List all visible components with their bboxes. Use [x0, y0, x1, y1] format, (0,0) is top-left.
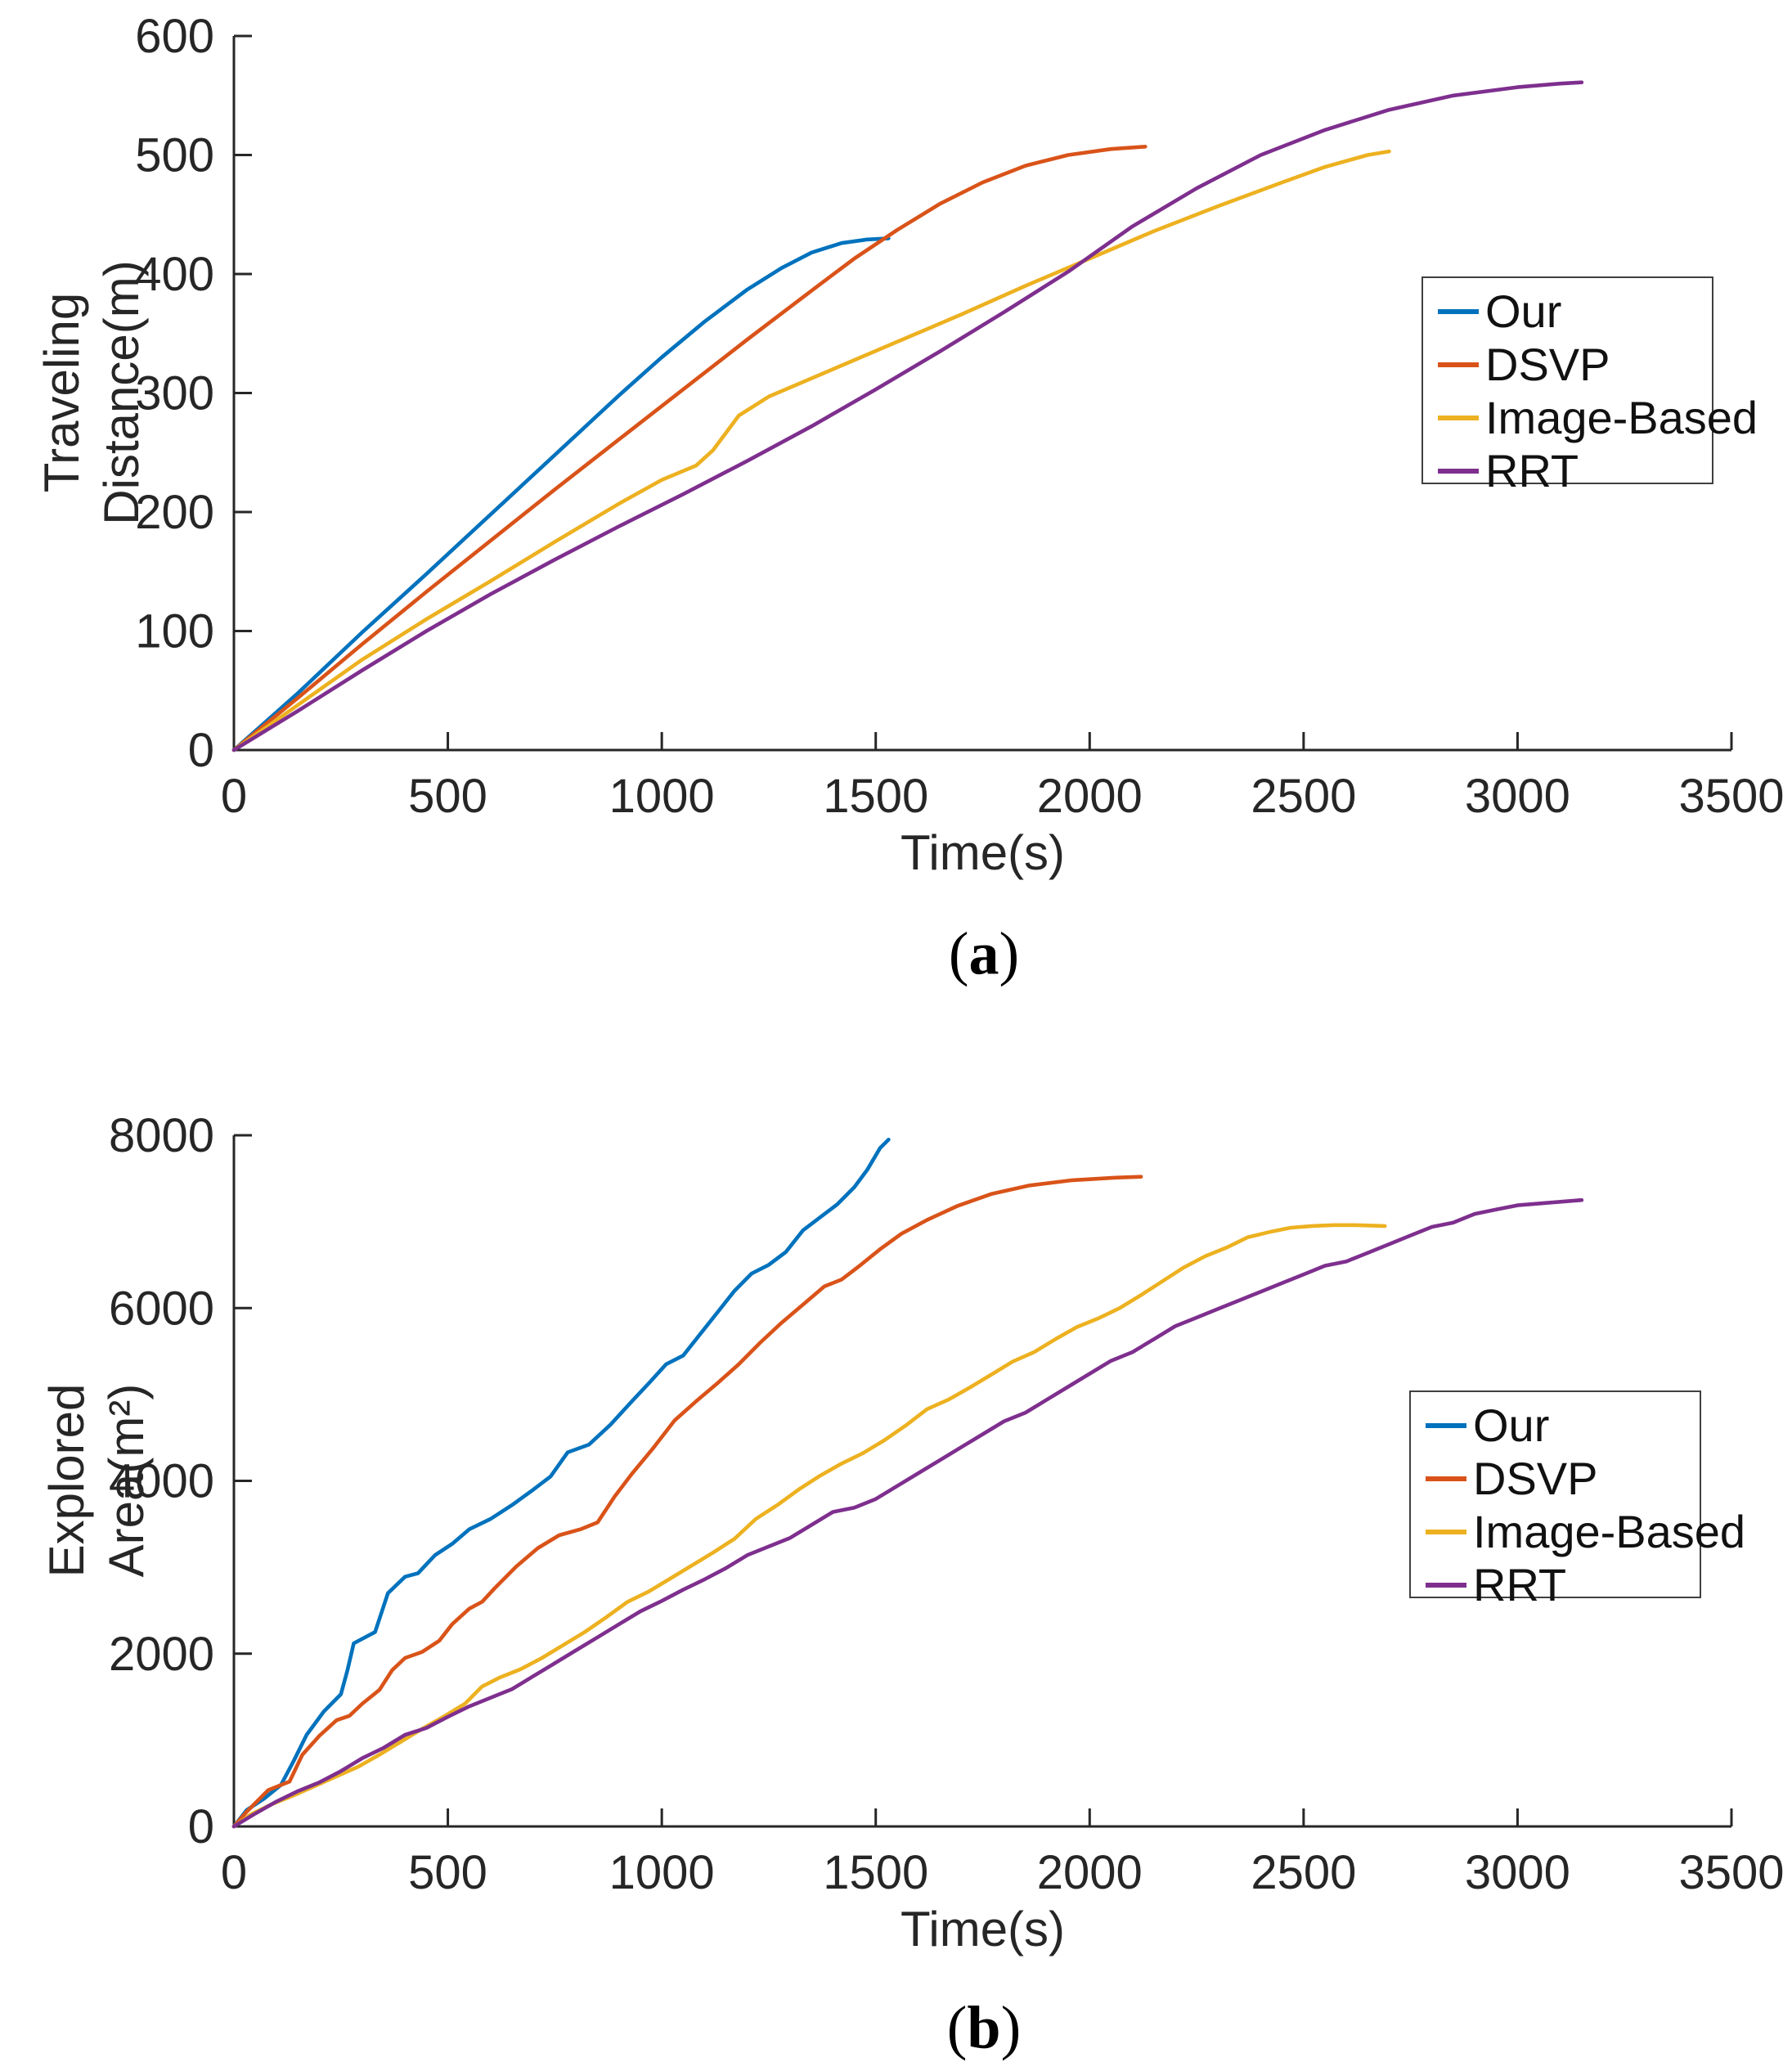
x-tick-label: 2000: [1037, 770, 1143, 823]
legend-line-sample-rrt: [1438, 468, 1479, 474]
caption-letter: b: [967, 1994, 1001, 2062]
caption-paren: ): [1000, 1994, 1022, 2062]
y-axis-label-line1: Explored: [38, 1383, 94, 1578]
legend-label: DSVP: [1473, 1453, 1598, 1504]
chart-a: 0 500 1000 1500 2000 2500 3000 3500 0 100 200 300 40…: [135, 10, 1784, 880]
legend-line-sample-rrt: [1426, 1582, 1466, 1588]
y-axis-label-line1: Traveling: [34, 292, 89, 493]
legend-item-image-based: Image-Based: [1431, 391, 1758, 444]
y-tick-label: 500: [135, 129, 214, 182]
legend-label: Image-Based: [1485, 392, 1758, 443]
legend-item-our: Our: [1431, 285, 1704, 338]
y-tick-label: 2000: [109, 1628, 214, 1681]
y-tick-label: 6000: [109, 1282, 214, 1335]
y-axis-label-traveling-distance: Traveling Distance(m): [32, 260, 151, 524]
series-line-rrt: [231, 80, 1584, 752]
caption-letter: a: [968, 920, 999, 988]
y-tick-label: 4000: [109, 1455, 214, 1508]
series-line-dsvp: [231, 145, 1148, 752]
x-axis-title: Time(s): [900, 1902, 1065, 1956]
legend-item-our: Our: [1419, 1399, 1691, 1452]
caption-b: (b): [820, 1994, 1148, 2064]
x-tick-label: 500: [408, 1846, 487, 1899]
x-tick-label: 1000: [609, 770, 715, 823]
y-axis-label-line2: Distance(m): [94, 260, 149, 525]
chart-b: 0 500 1000 1500 2000 2500 3000 3500 0 2000 4000 600…: [109, 1109, 1785, 1956]
legend-item-dsvp: DSVP: [1419, 1452, 1691, 1505]
x-tick-label: 0: [221, 1846, 247, 1899]
caption-a: (a): [820, 920, 1148, 990]
y-tick-label: 0: [188, 1800, 214, 1853]
y-tick-label: 400: [135, 248, 214, 301]
series-line-image-based: [231, 149, 1391, 752]
series-line-dsvp: [231, 1175, 1143, 1829]
x-tick-label: 0: [221, 770, 247, 823]
series-line-rrt: [231, 1197, 1584, 1829]
legend-item-rrt: RRT: [1431, 444, 1704, 497]
y-tick-label: 600: [135, 10, 214, 63]
series-line-our: [231, 236, 891, 752]
y-axis-label-explored-area: Explored Area(m²): [37, 1384, 156, 1578]
x-tick-label: 3500: [1678, 1846, 1784, 1899]
x-tick-label: 3000: [1465, 770, 1570, 823]
legend-label: Our: [1473, 1399, 1550, 1451]
x-tick-label: 2000: [1037, 1846, 1143, 1899]
caption-paren: ): [999, 920, 1020, 988]
legend-item-image-based: Image-Based: [1419, 1505, 1745, 1558]
legend-line-sample-image-based: [1426, 1529, 1466, 1534]
legend-item-rrt: RRT: [1419, 1558, 1691, 1611]
legend-line-sample-image-based: [1438, 415, 1479, 420]
legend-label: RRT: [1473, 1559, 1567, 1611]
legend-line-sample-dsvp: [1438, 362, 1479, 367]
y-tick-label: 8000: [109, 1109, 214, 1162]
legend-item-dsvp: DSVP: [1431, 338, 1704, 391]
y-axis-label-line2: Area(m²): [99, 1383, 154, 1578]
legend-label: RRT: [1485, 445, 1579, 496]
x-axis-title: Time(s): [900, 825, 1065, 880]
x-tick-label: 3000: [1465, 1846, 1570, 1899]
legend-label: DSVP: [1485, 339, 1610, 390]
x-tick-label: 2500: [1251, 1846, 1356, 1899]
x-tick-label: 2500: [1251, 770, 1356, 823]
legend-chart-b: Our DSVP Image-Based RRT: [1409, 1390, 1745, 1611]
legend-line-sample-our: [1426, 1422, 1466, 1428]
y-tick-label: 0: [188, 724, 214, 777]
y-tick-label: 300: [135, 367, 214, 420]
x-tick-label: 500: [408, 770, 487, 823]
x-tick-label: 3500: [1678, 770, 1784, 823]
series-line-our: [231, 1138, 891, 1829]
x-tick-label: 1500: [823, 770, 928, 823]
caption-paren: (: [948, 920, 969, 988]
legend-line-sample-dsvp: [1426, 1476, 1466, 1481]
caption-paren: (: [946, 1994, 968, 2062]
legend-chart-a: Our DSVP Image-Based RRT: [1421, 276, 1758, 496]
x-tick-label: 1000: [609, 1846, 715, 1899]
legend-label: Our: [1485, 285, 1562, 337]
y-tick-label: 100: [135, 605, 214, 658]
y-tick-label: 200: [135, 486, 214, 539]
x-tick-label: 1500: [823, 1846, 928, 1899]
legend-label: Image-Based: [1473, 1506, 1746, 1557]
legend-line-sample-our: [1438, 308, 1479, 314]
